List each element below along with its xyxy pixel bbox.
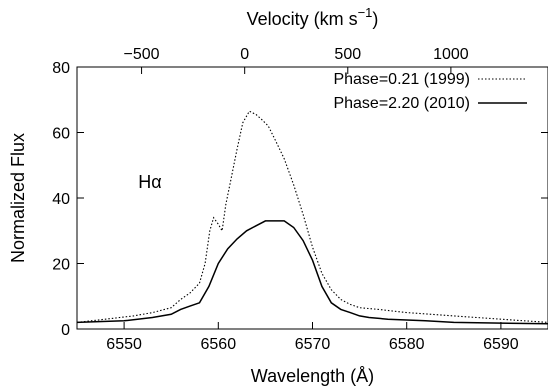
- tick-marks-layer: [77, 66, 548, 330]
- legend-label-phase-1999: Phase=0.21 (1999): [333, 71, 470, 88]
- plot-frame: [76, 66, 548, 330]
- legend-label-phase-2010: Phase=2.20 (2010): [333, 95, 470, 112]
- y-tick-label: 80: [52, 60, 70, 77]
- y-tick-label: 20: [52, 257, 70, 274]
- series-layer: [76, 110, 548, 325]
- top-axis-label-end: ): [372, 9, 378, 29]
- y-tick-label: 60: [52, 126, 70, 143]
- top-tick-label: 0: [240, 46, 249, 63]
- tick-label-layer: 6550 6560 6570 6580 6590 0 20 40 60 80 −500 0 500 100…: [52, 46, 519, 353]
- top-tick-label: 500: [334, 46, 361, 63]
- top-axis-label-superscript: −1: [358, 5, 373, 20]
- x-tick-label: 6560: [201, 336, 237, 353]
- y-tick-label: 40: [52, 191, 70, 208]
- series-line-phase-2010: [76, 220, 548, 325]
- series-line-phase-1999: [76, 110, 548, 323]
- x-tick-label: 6570: [295, 336, 331, 353]
- y-axis-label: Normalized Flux: [8, 133, 28, 263]
- legend: Phase=0.21 (1999) Phase=2.20 (2010): [333, 71, 527, 112]
- x-tick-label: 6550: [106, 336, 142, 353]
- y-tick-label: 0: [61, 322, 70, 339]
- h-alpha-annotation: Hα: [138, 172, 161, 192]
- x-tick-label: 6590: [483, 336, 519, 353]
- x-axis-label: Wavelength (Å): [251, 366, 374, 386]
- top-axis-label: Velocity (km s−1): [247, 5, 379, 29]
- x-tick-label: 6580: [389, 336, 425, 353]
- top-tick-label: 1000: [433, 46, 469, 63]
- top-tick-label: −500: [124, 46, 160, 63]
- top-axis-label-main: Velocity (km s: [247, 9, 358, 29]
